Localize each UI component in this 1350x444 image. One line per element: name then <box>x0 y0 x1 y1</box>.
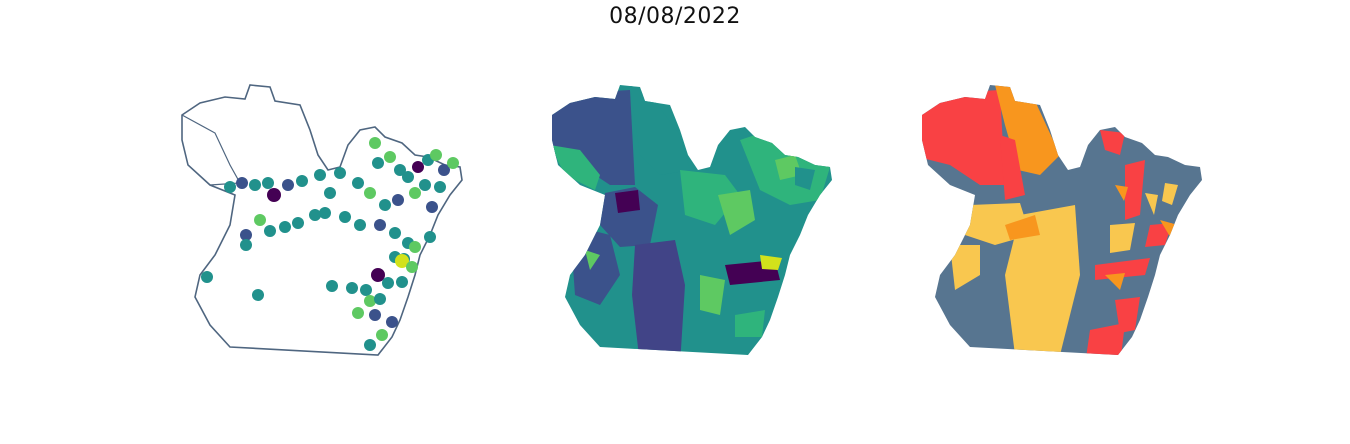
point <box>364 295 376 307</box>
point <box>264 225 276 237</box>
scatter-points <box>201 137 459 351</box>
point <box>376 329 388 341</box>
region <box>1105 273 1125 290</box>
point <box>430 149 442 161</box>
point <box>324 187 336 199</box>
point <box>369 137 381 149</box>
regions-viridis <box>552 85 832 355</box>
point <box>372 157 384 169</box>
point <box>282 179 294 191</box>
point <box>292 217 304 229</box>
region <box>1115 185 1128 201</box>
point <box>236 177 248 189</box>
region <box>718 190 755 235</box>
point <box>438 164 450 176</box>
point <box>352 307 364 319</box>
state-outline <box>181 84 463 356</box>
point <box>319 207 331 219</box>
point <box>360 284 372 296</box>
region <box>1145 223 1172 247</box>
region <box>795 167 815 190</box>
point <box>374 293 386 305</box>
point <box>249 179 261 191</box>
point <box>364 339 376 351</box>
region <box>995 85 1060 175</box>
region <box>922 90 1005 185</box>
point <box>394 164 406 176</box>
point <box>224 181 236 193</box>
choropleth-category-map <box>922 85 1202 355</box>
region <box>1162 183 1178 205</box>
region <box>600 187 658 247</box>
point <box>296 175 308 187</box>
point <box>309 209 321 221</box>
point <box>389 227 401 239</box>
point <box>352 177 364 189</box>
region <box>735 310 765 337</box>
point <box>402 171 414 183</box>
region <box>1125 160 1145 220</box>
region <box>552 90 635 185</box>
point <box>379 199 391 211</box>
region <box>630 85 690 175</box>
region <box>1005 215 1040 240</box>
point <box>326 280 338 292</box>
region <box>632 240 685 355</box>
point <box>240 229 252 241</box>
inner-outline <box>181 114 241 186</box>
regions-category <box>922 85 1202 355</box>
point <box>371 268 385 282</box>
figure-title: 08/08/2022 <box>609 4 741 29</box>
point <box>434 181 446 193</box>
region <box>1000 135 1025 200</box>
point <box>346 282 358 294</box>
point <box>426 201 438 213</box>
choropleth-viridis-map <box>552 85 832 355</box>
point <box>374 219 386 231</box>
region <box>760 255 782 270</box>
point <box>392 194 404 206</box>
point <box>382 277 394 289</box>
point <box>406 261 418 273</box>
point <box>364 187 376 199</box>
region <box>615 190 640 213</box>
region <box>1110 223 1135 253</box>
point <box>447 157 459 169</box>
region <box>1145 193 1158 215</box>
region <box>1005 205 1080 355</box>
point <box>386 316 398 328</box>
point <box>409 187 421 199</box>
point <box>279 221 291 233</box>
point <box>424 231 436 243</box>
point <box>369 309 381 321</box>
point <box>409 241 421 253</box>
point <box>412 161 424 173</box>
region <box>552 145 600 190</box>
region <box>585 250 600 270</box>
point <box>419 179 431 191</box>
region <box>1115 297 1140 333</box>
point <box>240 239 252 251</box>
region <box>1095 258 1150 280</box>
point <box>334 167 346 179</box>
point <box>354 219 366 231</box>
point <box>395 254 409 268</box>
point <box>201 271 213 283</box>
point <box>339 211 351 223</box>
point <box>314 169 326 181</box>
point <box>396 276 408 288</box>
region <box>700 275 725 315</box>
point <box>252 289 264 301</box>
point <box>267 188 281 202</box>
region <box>1100 130 1125 155</box>
point <box>384 151 396 163</box>
region <box>950 245 980 290</box>
point <box>254 214 266 226</box>
point <box>262 177 274 189</box>
points-map <box>181 84 463 356</box>
